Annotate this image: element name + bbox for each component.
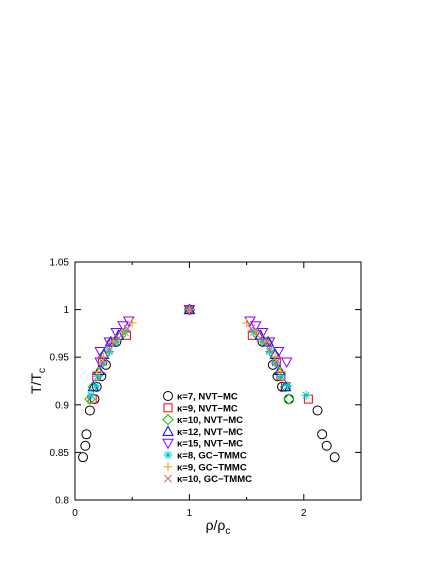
y-tick-label-4: 1 [63,305,69,316]
legend-label-3: κ=12, NVT−MC [177,427,243,438]
legend-label-6: κ=9, GC−TMMC [177,462,247,473]
point-s0-p15 [312,405,323,416]
point-s5-p10 [264,346,274,356]
point-s0-p18 [329,452,340,463]
point-s4-p12 [280,357,293,368]
legend-label-7: κ=10, GC−TMMC [177,474,252,485]
point-s5-p13 [283,381,293,391]
plot-frame [74,261,362,501]
point-s4-p5 [122,316,135,328]
point-s6-p1 [99,352,109,362]
point-s6-p9 [270,352,280,362]
legend: κ=7, NVT−MCκ=9, NVT−MCκ=10, NVT−MCκ=12, … [162,391,252,485]
x-axis-title-main: ρ/ρ [206,517,226,533]
x-axis-title-subscript: c [225,526,230,537]
x-axis-title: ρ/ρc [206,517,231,537]
y-tick-label-2: 0.9 [55,400,69,411]
y-axis-title: T/Tc [28,368,48,394]
point-s6-p10 [276,366,286,376]
point-s0-p2 [81,429,92,440]
point-s7-p7 [265,345,274,354]
point-s0-p1 [80,440,91,451]
legend-label-4: κ=15, NVT−MC [177,439,243,450]
legend-marker-0 [163,391,173,401]
y-tick-label-3: 0.95 [50,353,70,364]
point-s7-p8 [273,357,282,365]
y-axis-title-subscript: c [37,368,48,373]
point-s4-p11 [272,346,285,358]
legend-marker-2 [162,413,174,426]
point-s7-p4 [185,305,194,314]
point-s6-p0 [93,366,103,376]
legend-label-1: κ=9, NVT−MC [177,403,238,414]
data-markers [78,303,340,463]
axis-ticks [74,261,361,501]
point-s5-p0 [86,390,96,400]
x-tick-label-1: 1 [187,508,193,519]
y-tick-label-1: 0.85 [50,448,70,459]
x-tick-label-0: 0 [72,508,78,519]
point-s6-p7 [251,327,261,337]
y-tick-label-5: 1.05 [50,258,70,269]
point-s0-p3 [84,405,95,416]
point-s5-p4 [104,346,114,356]
point-s0-p14 [283,394,294,405]
point-s5-p14 [301,390,311,400]
point-s6-p4 [127,318,137,328]
point-s4-p1 [94,346,107,358]
legend-marker-5 [163,450,173,460]
legend-marker-3 [162,425,174,436]
legend-label-5: κ=8, GC−TMMC [177,451,247,462]
point-s5-p1 [91,381,101,391]
point-s7-p3 [123,324,132,333]
point-s7-p0 [97,357,106,365]
point-s0-p16 [317,429,328,440]
point-s7-p5 [247,324,256,333]
y-axis-title-main: T/T [28,373,44,394]
point-s6-p3 [118,327,128,337]
point-s0-p17 [321,440,332,451]
axis-tick-labels: 0 1 2 0.8 0.85 0.9 0.95 1 1.05 [50,258,307,520]
legend-marker-1 [163,403,173,413]
legend-label-0: κ=7, NVT−MC [177,392,238,403]
point-s2-p12 [283,393,295,405]
point-s6-p6 [242,318,252,328]
legend-label-2: κ=10, NVT−MC [177,415,243,426]
x-tick-label-2: 2 [301,508,307,519]
y-tick-label-0: 0.8 [55,496,69,507]
legend-marker-7 [164,474,172,483]
point-s7-p2 [114,334,123,343]
legend-marker-6 [163,462,173,472]
legend-marker-4 [162,438,174,450]
point-s6-p2 [108,337,118,347]
point-s6-p8 [261,337,271,347]
point-s7-p6 [256,334,265,343]
point-s7-p1 [105,345,114,354]
point-s0-p0 [78,452,89,463]
